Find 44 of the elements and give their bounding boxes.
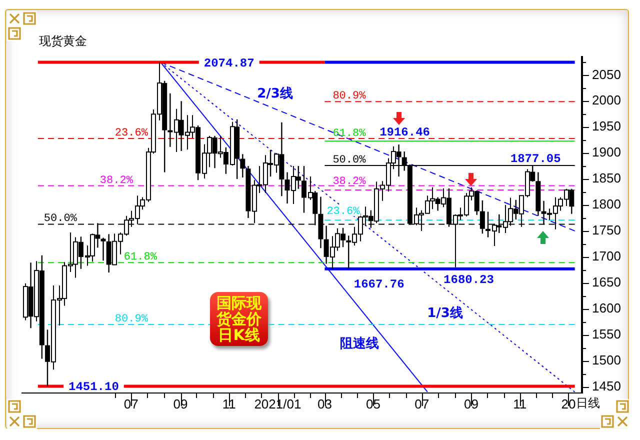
stamp-badge: 国际现货金价日K线 — [210, 292, 268, 346]
y-tick-label: 1950 — [592, 118, 621, 134]
y-tick-label: 1600 — [592, 300, 621, 316]
x-tick-label: 05 — [366, 396, 381, 412]
x-tick-label: 09 — [464, 396, 479, 412]
chart-title: 现货黄金 — [39, 34, 87, 48]
series-label: 1/3线 — [427, 306, 463, 321]
y-tick-label: 1450 — [592, 378, 621, 394]
annotation: 1877.05 — [510, 152, 561, 166]
annotation: 2074.87 — [204, 56, 254, 70]
x-tick-label: 11 — [513, 396, 527, 412]
series-label: 38.2% — [332, 176, 366, 188]
annotation: 1667.76 — [354, 278, 404, 292]
series-label: 23.6% — [114, 128, 148, 140]
series-label: 阻速线 — [340, 336, 379, 352]
y-tick-label: 2050 — [592, 66, 621, 82]
y-tick-label: 1700 — [592, 248, 621, 264]
y-tick-label: 1800 — [592, 196, 621, 212]
series-label: 38.2% — [100, 174, 134, 187]
x-tick-label: 11 — [222, 396, 236, 412]
annotation: 1680.23 — [444, 273, 494, 288]
x-tick-label: 07 — [414, 396, 430, 412]
x-tick-label: 20 — [561, 396, 576, 412]
x-tick-label: 07 — [124, 396, 138, 412]
series-label: 80.9% — [332, 90, 366, 103]
y-tick-label: 1650 — [592, 274, 621, 290]
series-label: 50.0% — [44, 213, 78, 226]
y-tick-label: 1900 — [592, 144, 621, 160]
annotation: 1451.10 — [68, 380, 119, 394]
series-label: 23.6% — [326, 206, 360, 218]
series-label: 50.0% — [332, 154, 366, 167]
series-label: 80.9% — [114, 313, 148, 326]
y-tick-label: 2000 — [592, 92, 621, 108]
series-label: 2/3线 — [257, 86, 293, 102]
x-tick-label: 03 — [317, 396, 332, 412]
series-label: 61.8% — [124, 252, 158, 264]
series-label: 61.8% — [332, 128, 366, 140]
y-tick-label: 1850 — [592, 170, 621, 186]
annotation: 1916.46 — [380, 126, 430, 140]
y-tick-label: 1750 — [592, 222, 621, 238]
y-tick-label: 1550 — [592, 326, 621, 342]
x-tick-label: 2021/01 — [254, 396, 302, 412]
x-axis-title: 日线 — [576, 396, 600, 410]
y-tick-label: 1500 — [592, 352, 621, 368]
